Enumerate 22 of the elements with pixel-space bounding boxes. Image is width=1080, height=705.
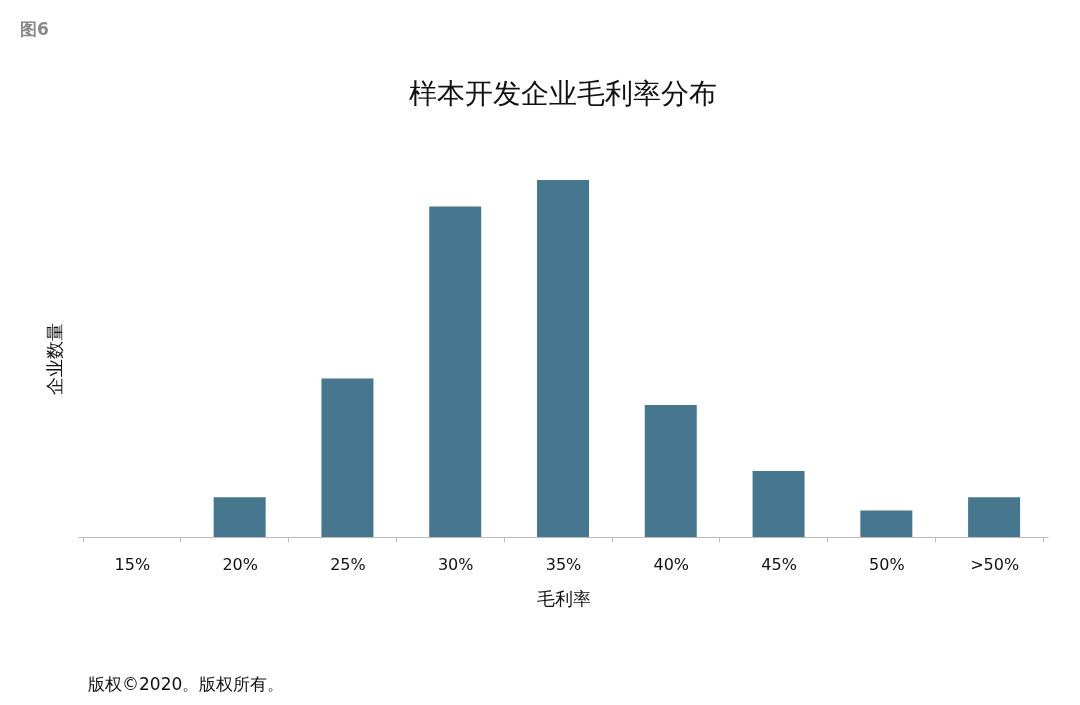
x-tick-label: 15% [114, 554, 151, 574]
bar [429, 206, 482, 537]
x-tick-label: 40% [653, 554, 690, 574]
bar [213, 497, 266, 537]
x-tick-label: 20% [222, 554, 258, 574]
bar [968, 497, 1021, 537]
y-axis-title: 企业数量 [43, 323, 65, 395]
text: 版权©2020。版权所有。 [88, 674, 285, 694]
x-tick-label: 50% [869, 554, 905, 574]
x-axis-title: 毛利率 [536, 587, 591, 609]
x-tick-label: >50% [970, 554, 1020, 574]
bar [752, 470, 805, 537]
bar [644, 404, 697, 537]
bar [321, 378, 374, 537]
chart-title: 样本开发企业毛利率分布 [409, 77, 717, 110]
x-tick-label: 45% [761, 554, 797, 574]
bar [537, 180, 589, 537]
bar [860, 510, 913, 537]
x-tick-label: 30% [437, 554, 474, 574]
caption: 图6 [20, 19, 49, 39]
x-tick-label: 35% [545, 554, 582, 574]
x-tick-label: 25% [330, 554, 366, 574]
